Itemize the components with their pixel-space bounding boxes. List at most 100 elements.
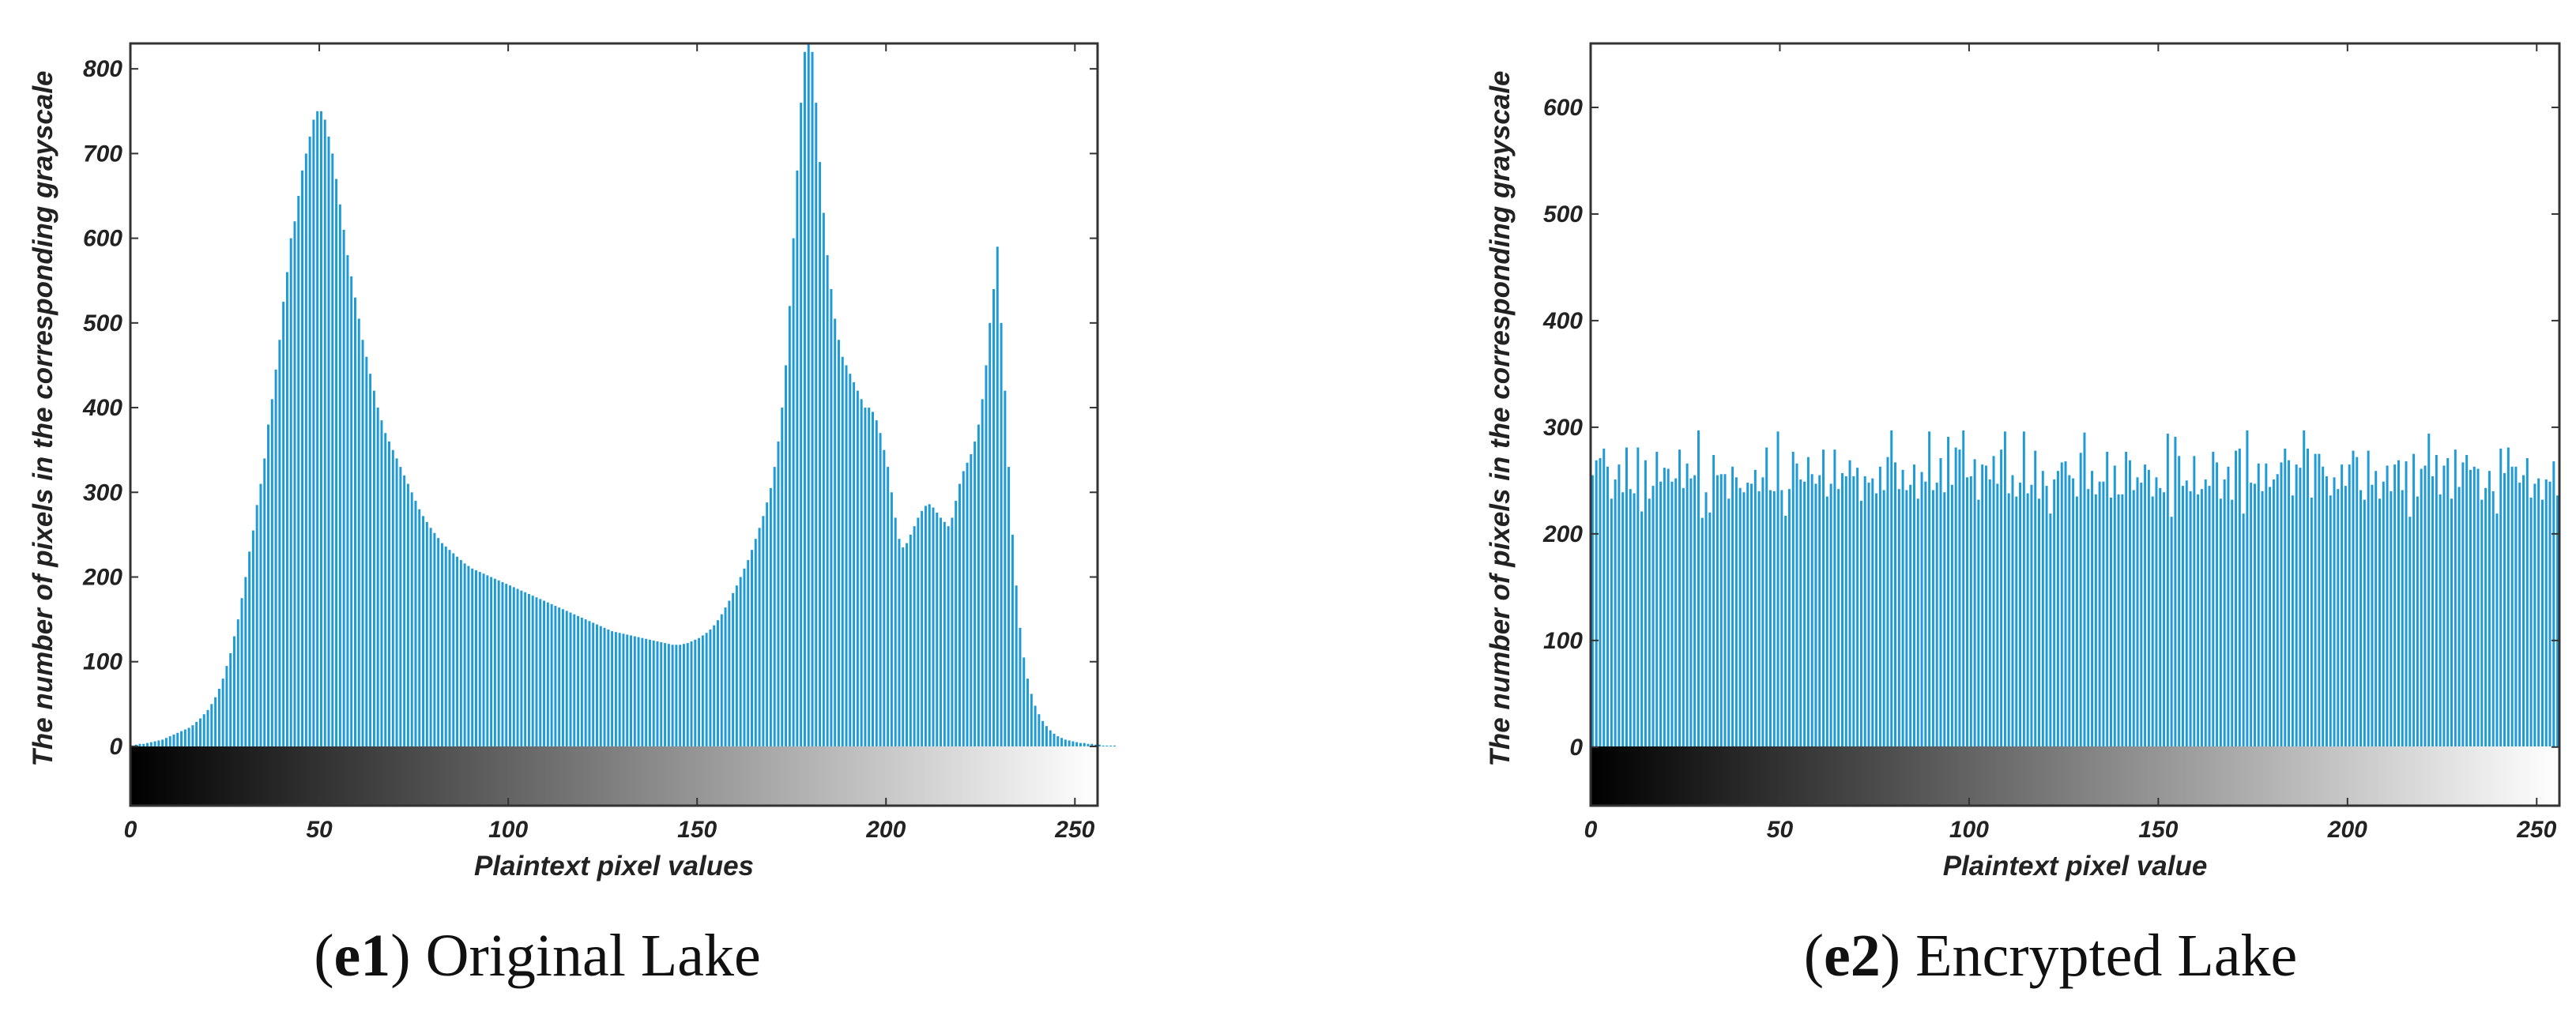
histogram-bar [2200,489,2203,747]
histogram-bar [558,607,561,746]
histogram-bar [1715,475,1719,747]
histogram-bar [1094,744,1098,746]
histogram-bar [1984,465,1987,747]
histogram-bar [2041,471,2044,747]
histogram-bar [2397,460,2400,747]
histogram-bar [520,590,523,746]
histogram-bar [690,641,693,746]
histogram-bar [2363,499,2366,747]
histogram-bar [2208,486,2211,747]
histogram-bar [248,551,251,746]
histogram-bar [630,635,632,746]
histogram-bar [1719,474,1723,747]
histogram-bar [486,575,489,746]
histogram-bar [2102,481,2105,747]
histogram-bar [267,424,269,746]
histogram-bar [2435,454,2438,747]
histogram-bar [694,639,697,746]
histogram-bar [2472,466,2476,747]
histogram-bar [176,732,179,746]
chart-panel-e1: 0 100 200 300 400 500 600 700 800 0 50 100 150 200 250… [28,42,1116,989]
histogram-bar [2026,493,2029,747]
histogram-bar [2382,481,2385,747]
histogram-bar [161,739,164,746]
histogram-bar [2408,517,2412,747]
histogram-bar [372,390,375,746]
histogram-bar [913,526,916,746]
histogram-bar [2325,476,2328,747]
x-tick-label: 100 [1949,817,1989,843]
histogram-bar [2491,491,2495,747]
histogram-bar [1814,483,1817,747]
histogram-bar [815,103,818,746]
histogram-bar [2113,465,2116,747]
histogram-bar [996,246,999,746]
histogram-bar [327,136,330,746]
histogram-bar [2537,478,2540,747]
histogram-bar [1966,477,1968,747]
y-tick-label: 500 [83,310,122,336]
histogram-bar [970,454,973,746]
histogram-bar [747,560,750,746]
histogram-bar [1833,449,1836,747]
histogram-bar [1947,437,1950,747]
histogram-bar [1712,454,1715,747]
histogram-bar [1064,739,1067,746]
histogram-bar [701,635,704,746]
histogram-bar [319,111,322,746]
histogram-bar [1045,726,1048,746]
histogram-bar [1004,390,1007,746]
x-tick-label: 50 [1767,817,1794,843]
histogram-bar [1799,479,1802,747]
histogram-bar [452,553,455,746]
histogram-bar [157,740,160,746]
histogram-bar [830,288,833,746]
histogram-bar [2125,451,2128,747]
histogram-bar [2344,486,2347,747]
histogram-bar [592,622,595,746]
histogram-bar [819,162,822,746]
histogram-bar [2276,474,2279,747]
histogram-bar [448,550,451,746]
histogram-bar [584,619,587,746]
histogram-bar [1909,484,1912,747]
histogram-bar [2060,462,2063,747]
histogram-bar [437,538,440,746]
histogram-bar [2015,496,2018,747]
histogram-bar [1700,517,1704,747]
histogram-bar [618,633,621,746]
histogram-bar [2375,471,2378,747]
histogram-bar [1897,489,1900,747]
histogram-bar [2182,486,2184,747]
histogram-bar [1973,459,1976,747]
histogram-bar [2003,431,2006,747]
histogram-bar [1068,740,1071,746]
histogram-bar [2288,460,2291,747]
histogram-bar [671,645,674,746]
histogram-bar [2522,475,2525,747]
caption-label-e1: e1 [334,923,391,989]
histogram-bar [2341,464,2344,747]
histogram-bar [1685,463,1689,747]
histogram-bar [2193,456,2196,747]
histogram-bar [1075,742,1079,746]
histogram-bar [1098,744,1101,746]
histogram-bar [992,288,995,746]
histogram-bar [531,596,534,746]
histogram-bar [2212,451,2215,747]
histogram-bar [2140,483,2143,747]
histogram-bar [2045,486,2048,747]
histogram-bar [2056,471,2059,747]
histogram-bar [429,528,432,746]
histogram-bar [459,560,462,746]
histogram-bar [2128,460,2131,747]
histogram-bar [1633,493,1636,747]
histogram-bar [924,506,927,746]
histogram-bar [1674,478,1678,747]
histogram-bar [1928,431,1931,747]
histogram-bar [1753,469,1757,747]
histogram-bar [527,593,530,746]
y-tick-label: 800 [83,56,122,82]
histogram-bar [769,487,772,746]
histogram-bar [807,43,810,746]
